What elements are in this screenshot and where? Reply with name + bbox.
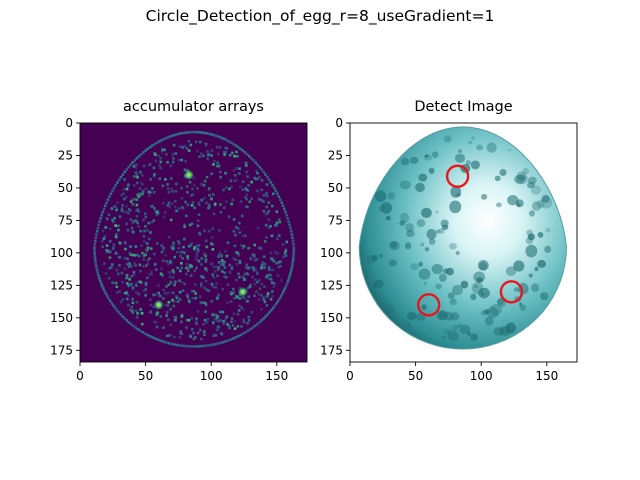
- x-tick-label: 150: [265, 369, 288, 383]
- y-tick-label: 75: [58, 213, 73, 227]
- y-tick-label: 75: [328, 213, 343, 227]
- y-tick-label: 150: [50, 311, 73, 325]
- y-tick-label: 125: [320, 278, 343, 292]
- x-tick-label: 100: [470, 369, 493, 383]
- y-tick-label: 175: [50, 343, 73, 357]
- y-tick-label: 25: [328, 148, 343, 162]
- x-tick-label: 0: [346, 369, 354, 383]
- y-tick-label: 175: [320, 343, 343, 357]
- axes-frame: [349, 122, 578, 363]
- x-tick-label: 50: [138, 369, 153, 383]
- y-tick-label: 50: [328, 181, 343, 195]
- accumulator-axes: 0 50 100 150 0 25 50 75 100 125 150 175: [50, 116, 308, 383]
- egg-spots: [366, 135, 553, 342]
- x-tick-label: 150: [535, 369, 558, 383]
- egg-shape: [358, 126, 568, 350]
- detected-circle: [417, 293, 441, 317]
- x-tick-label: 100: [200, 369, 223, 383]
- y-tick-label: 0: [65, 116, 73, 130]
- y-tick-label: 50: [58, 181, 73, 195]
- axes-frame: [79, 122, 308, 363]
- right-panel-title: Detect Image: [414, 99, 513, 115]
- accumulator-peak-core: [241, 290, 245, 294]
- accumulator-peak-core: [187, 173, 191, 177]
- left-panel-title: accumulator arrays: [123, 99, 264, 115]
- heatmap-background: [80, 123, 307, 362]
- detected-circle: [499, 280, 524, 304]
- y-tick-label: 100: [50, 246, 73, 260]
- y-tick-label: 100: [320, 246, 343, 260]
- accumulator-cells: [93, 130, 296, 348]
- detect-axes: 0 50 100 150 0 25 50 75 100 125 150 175: [320, 116, 578, 383]
- x-tick-label: 0: [76, 369, 84, 383]
- y-tick-label: 150: [320, 311, 343, 325]
- figure-suptitle: Circle_Detection_of_egg_r=8_useGradient=…: [145, 7, 495, 25]
- y-tick-label: 25: [58, 148, 73, 162]
- y-tick-label: 125: [50, 278, 73, 292]
- y-tick-label: 0: [335, 116, 343, 130]
- detected-circle: [445, 164, 470, 188]
- accumulator-peak-core: [157, 303, 161, 307]
- x-tick-label: 50: [408, 369, 423, 383]
